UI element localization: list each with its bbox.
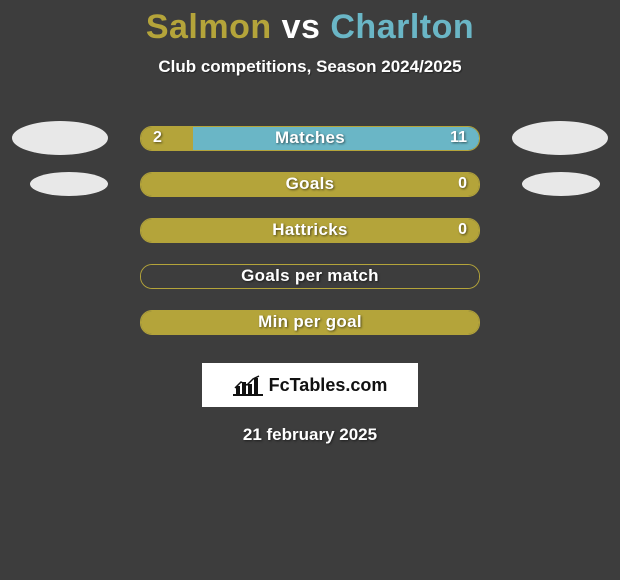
- stat-label: Goals: [141, 173, 479, 196]
- stat-row: Hattricks0: [0, 207, 620, 253]
- subtitle: Club competitions, Season 2024/2025: [0, 57, 620, 77]
- stat-bar: Matches2 11: [140, 126, 480, 151]
- stat-value-left: 2: [153, 127, 162, 150]
- stat-row: Matches2 11: [0, 115, 620, 161]
- stat-row: Goals0: [0, 161, 620, 207]
- stat-row: Goals per match: [0, 253, 620, 299]
- stat-label: Goals per match: [141, 265, 479, 288]
- stat-label: Matches: [141, 127, 479, 150]
- date-text: 21 february 2025: [0, 425, 620, 445]
- avatar-player2: [512, 121, 608, 155]
- comparison-infographic: Salmon vs Charlton Club competitions, Se…: [0, 0, 620, 580]
- page-title: Salmon vs Charlton: [0, 0, 620, 47]
- branding-chart-icon: [233, 374, 263, 396]
- stat-value-right: 0: [458, 173, 467, 196]
- stat-bar: Goals0: [140, 172, 480, 197]
- branding-badge: FcTables.com: [202, 363, 418, 407]
- stat-row: Min per goal: [0, 299, 620, 345]
- vs-text: vs: [282, 8, 321, 46]
- stat-value-right: 0: [458, 219, 467, 242]
- avatar-player1: [12, 121, 108, 155]
- player2-name: Charlton: [330, 8, 474, 46]
- player1-name: Salmon: [146, 8, 272, 46]
- stat-bar: Min per goal: [140, 310, 480, 335]
- stat-bar: Goals per match: [140, 264, 480, 289]
- stat-value-right: 11: [450, 127, 467, 150]
- branding-text: FcTables.com: [269, 375, 388, 396]
- avatar-player1: [30, 172, 108, 196]
- stats-chart: Matches211Goals0Hattricks0Goals per matc…: [0, 115, 620, 345]
- stat-bar: Hattricks0: [140, 218, 480, 243]
- avatar-player2: [522, 172, 600, 196]
- stat-label: Min per goal: [141, 311, 479, 334]
- stat-label: Hattricks: [141, 219, 479, 242]
